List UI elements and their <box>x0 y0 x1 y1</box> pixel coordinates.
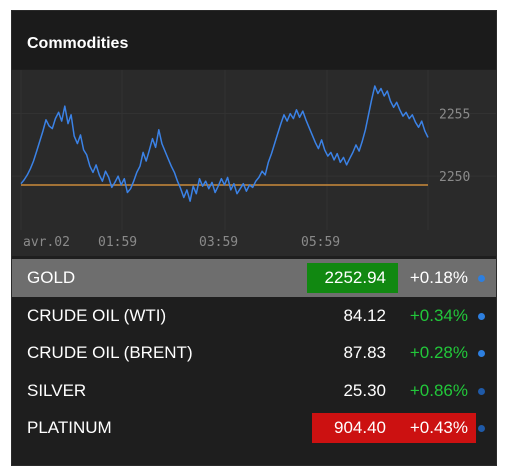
price-chart-svg: 2255 2250 avr.02 01:59 03:59 05:59 <box>12 70 496 250</box>
price-badge <box>312 413 476 443</box>
commodities-widget: Commodities 2255 2250 avr.02 01:59 03:59 05:5… <box>11 10 497 466</box>
status-dot-icon <box>478 275 485 282</box>
commodity-price: 84.12 <box>343 305 386 325</box>
commodity-price: 25.30 <box>343 380 386 400</box>
commodity-row-crude-oil-wti[interactable]: CRUDE OIL (WTI) 84.12 +0.34% <box>12 297 496 335</box>
status-dot-icon <box>478 350 485 357</box>
commodity-change: +0.28% <box>409 343 468 362</box>
commodity-change: +0.18% <box>409 268 468 287</box>
commodities-list: GOLD 2252.94 +0.18% CRUDE OIL (WTI) 84.1… <box>12 259 496 447</box>
commodity-name: GOLD <box>27 268 76 287</box>
x-tick-label: 05:59 <box>301 235 340 250</box>
status-dot-icon <box>478 312 485 320</box>
commodity-name: SILVER <box>27 380 87 400</box>
x-tick-label: 01:59 <box>98 235 137 250</box>
commodity-row-platinum[interactable]: PLATINUM 904.40 +0.43% <box>12 409 496 447</box>
commodity-name: CRUDE OIL (BRENT) <box>27 343 193 362</box>
commodity-price: 904.40 <box>334 418 386 437</box>
commodity-name: CRUDE OIL (WTI) <box>27 305 167 325</box>
y-tick-label: 2255 <box>439 108 470 123</box>
widget-title: Commodities <box>27 35 129 52</box>
widget-header: Commodities <box>12 11 496 69</box>
commodity-change: +0.34% <box>409 305 468 325</box>
commodity-price: 87.83 <box>343 343 386 362</box>
x-tick-label: 03:59 <box>199 235 238 250</box>
status-dot-icon <box>478 387 485 395</box>
price-badge <box>307 263 398 293</box>
commodity-row-silver[interactable]: SILVER 25.30 +0.86% <box>12 372 496 410</box>
status-dot-icon <box>478 425 485 432</box>
commodity-row-crude-oil-brent[interactable]: CRUDE OIL (BRENT) 87.83 +0.28% <box>12 334 496 372</box>
commodity-change: +0.43% <box>409 418 468 437</box>
price-chart[interactable]: 2255 2250 avr.02 01:59 03:59 05:59 <box>12 70 496 256</box>
commodity-row-gold[interactable]: GOLD 2252.94 +0.18% <box>12 259 496 297</box>
x-tick-label: avr.02 <box>23 235 70 250</box>
y-tick-label: 2250 <box>439 170 470 185</box>
commodity-price: 2252.94 <box>324 268 386 287</box>
price-series-line <box>20 85 429 202</box>
commodity-change: +0.86% <box>409 380 468 400</box>
commodity-name: PLATINUM <box>27 418 112 437</box>
